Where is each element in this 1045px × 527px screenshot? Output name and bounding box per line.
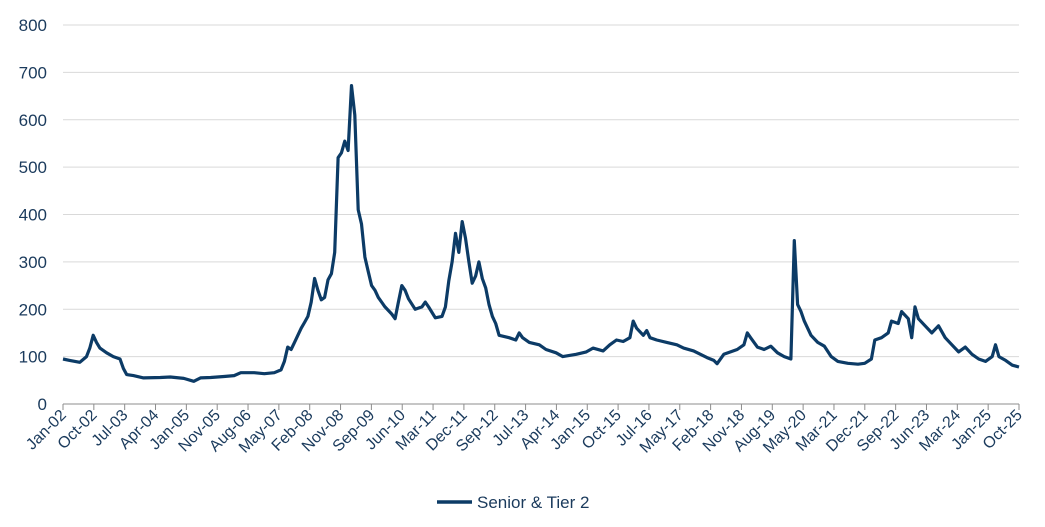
y-tick-label: 200 bbox=[19, 300, 47, 319]
y-tick-label: 0 bbox=[38, 395, 47, 414]
series-line-senior-tier2 bbox=[62, 84, 1020, 383]
y-tick-label: 500 bbox=[19, 158, 47, 177]
y-tick-label: 800 bbox=[19, 16, 47, 35]
y-axis: 0 100 200 300 400 500 600 700 800 bbox=[19, 16, 47, 414]
legend: Senior & Tier 2 bbox=[437, 493, 589, 512]
y-tick-label: 100 bbox=[19, 348, 47, 367]
y-tick-label: 700 bbox=[19, 63, 47, 82]
legend-label: Senior & Tier 2 bbox=[477, 493, 589, 512]
x-axis: Jan-02Oct-02Jul-03Apr-04Jan-05Nov-05Aug-… bbox=[23, 403, 1026, 457]
gridlines bbox=[63, 24, 1019, 358]
y-tick-label: 600 bbox=[19, 111, 47, 130]
y-tick-label: 300 bbox=[19, 253, 47, 272]
y-tick-label: 400 bbox=[19, 206, 47, 225]
